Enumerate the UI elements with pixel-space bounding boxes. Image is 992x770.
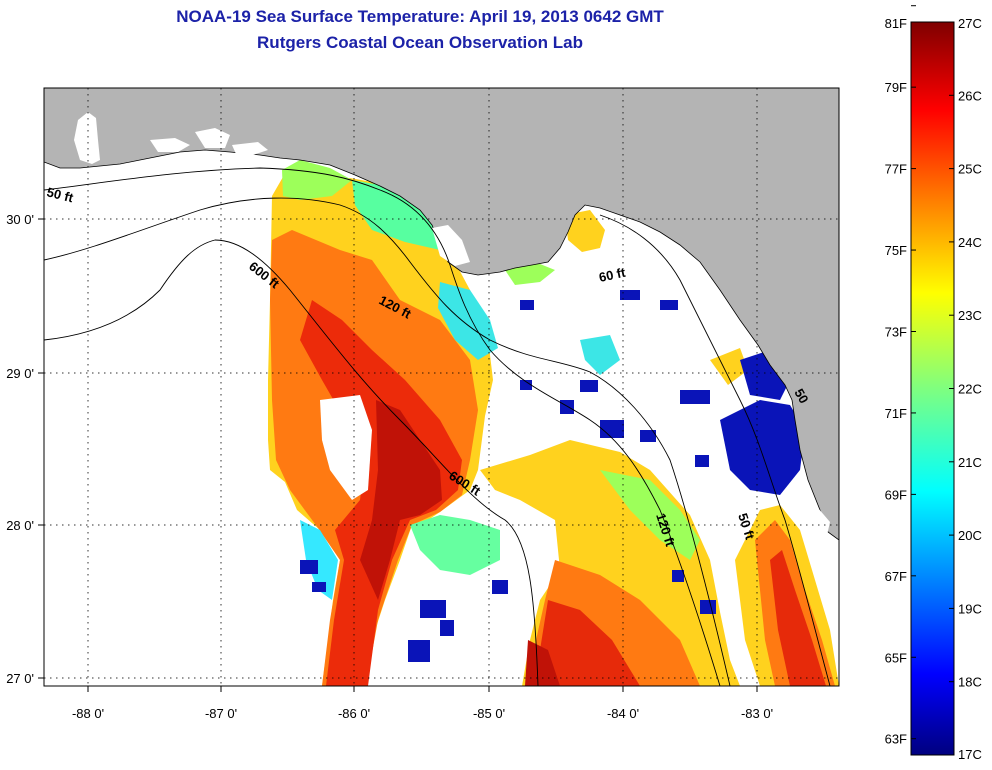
colorbar-c-label: 17C — [958, 747, 982, 762]
map-frame — [43, 87, 840, 687]
contour-label-60ft: 60 ft — [598, 265, 628, 285]
lat-label-28: 28 0' — [6, 518, 34, 533]
colorbar-c-label: 24C — [958, 235, 982, 250]
colorbar-c-label: 19C — [958, 601, 982, 616]
lat-label-30: 30 0' — [6, 212, 34, 227]
depth-contour-lines — [44, 167, 831, 686]
lat-label-27: 27 0' — [6, 671, 34, 686]
colorbar-c-label: 25C — [958, 162, 982, 177]
colorbar-f-label: 71F — [885, 406, 907, 421]
pensacola-bay — [150, 138, 190, 152]
lon-label-88: -88 0' — [72, 706, 104, 721]
sst-cold-patches — [300, 290, 805, 662]
map-subtitle: Rutgers Coastal Ocean Observation Lab — [257, 33, 583, 52]
land-mass — [44, 88, 839, 541]
mexico-beach-area — [232, 142, 268, 156]
colorbar-c-label: 22C — [958, 382, 982, 397]
colorbar-c-label: 27C — [958, 16, 982, 31]
colorbar-fahrenheit-labels: 81F 79F 77F 75F 73F 71F 69F 67F 65F 63F — [885, 16, 907, 747]
frame-ticks — [38, 218, 758, 692]
lon-label-85: -85 0' — [473, 706, 505, 721]
colorbar-c-label: 23C — [958, 308, 982, 323]
mobile-bay — [74, 112, 100, 164]
colorbar-celsius-labels: 27C 26C 25C 24C 23C 22C 21C 20C 19C 18C 17C — [958, 16, 982, 762]
map-plot-area — [44, 88, 839, 686]
colorbar-c-label: 21C — [958, 455, 982, 470]
colorbar-gradient — [910, 21, 955, 756]
temperature-colorbar: 81F 79F 77F 75F 73F 71F 69F 67F 65F 63F 27C 26C 25C… — [885, 5, 982, 762]
colorbar-f-label: 79F — [885, 80, 907, 95]
colorbar-f-label: 81F — [885, 16, 907, 31]
colorbar-c-label: 26C — [958, 88, 982, 103]
colorbar-f-label: 67F — [885, 569, 907, 584]
colorbar-c-label: 20C — [958, 528, 982, 543]
sst-eastern-swath — [480, 90, 839, 686]
lon-label-86: -86 0' — [338, 706, 370, 721]
lon-label-83: -83 0' — [741, 706, 773, 721]
lon-label-84: -84 0' — [607, 706, 639, 721]
colorbar-f-label: 69F — [885, 487, 907, 502]
lat-label-29: 29 0' — [6, 366, 34, 381]
apalachee-bay — [432, 225, 470, 266]
lon-label-87: -87 0' — [205, 706, 237, 721]
colorbar-f-label: 63F — [885, 732, 907, 747]
colorbar-f-label: 65F — [885, 650, 907, 665]
colorbar-f-label: 73F — [885, 324, 907, 339]
colorbar-f-label: 77F — [885, 162, 907, 177]
colorbar-ticks — [911, 5, 954, 756]
map-title: NOAA-19 Sea Surface Temperature: April 1… — [176, 7, 664, 26]
graticule — [44, 88, 839, 686]
contour-label-50ft-west: 50 ft — [45, 184, 75, 205]
colorbar-f-label: 75F — [885, 243, 907, 258]
contour-label-50-east: 50 — [791, 386, 811, 406]
colorbar-c-label: 18C — [958, 675, 982, 690]
tampa-bay — [800, 508, 830, 545]
